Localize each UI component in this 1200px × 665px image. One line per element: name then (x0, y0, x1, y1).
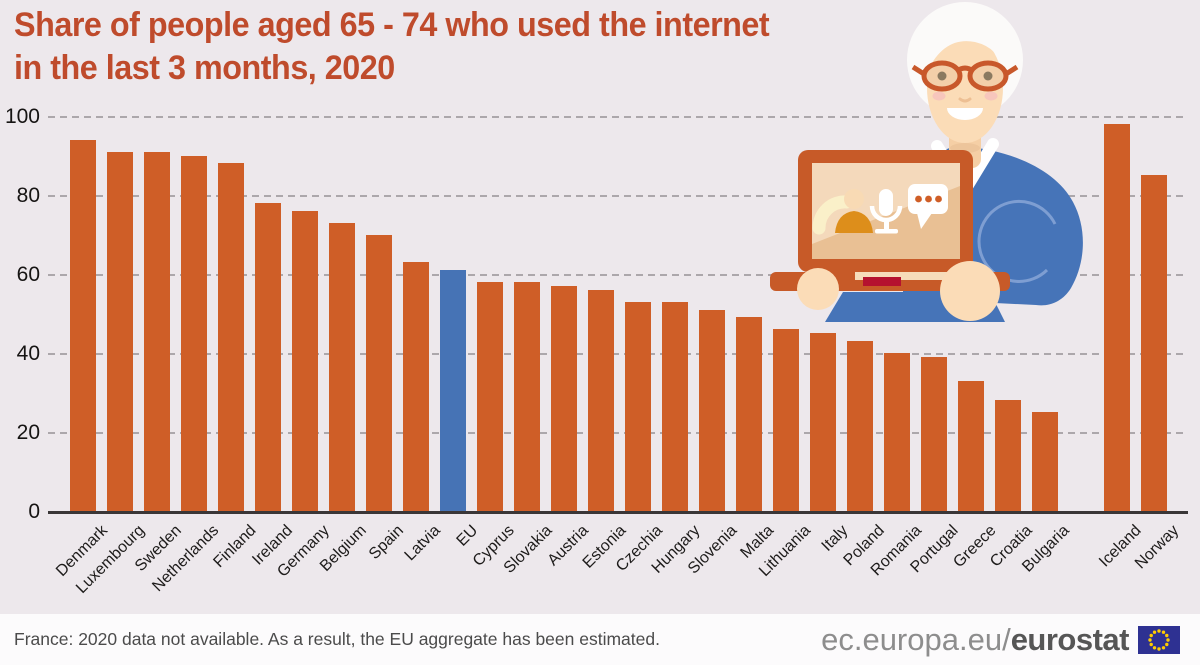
flag-star (1165, 642, 1169, 646)
bar-bulgaria (1032, 412, 1058, 511)
bar-norway (1141, 175, 1167, 511)
bar-austria (551, 285, 577, 511)
bar-sweden (144, 151, 170, 511)
bar-croatia (995, 400, 1021, 511)
sweater-fold-highlight (977, 199, 1057, 283)
nose-shape (958, 97, 972, 103)
flag-star (1149, 633, 1153, 637)
bar-germany (292, 210, 318, 511)
eu-flag-icon (1138, 625, 1180, 654)
y-axis-label-0: 0 (28, 500, 40, 523)
hair-bangs-shape (927, 20, 1004, 72)
bar-lithuania (773, 329, 799, 511)
senior-woman-laptop-illustration (770, 2, 1083, 322)
chart-title: Share of people aged 65 - 74 who used th… (14, 4, 770, 90)
cheek-left (932, 91, 946, 101)
gridline-40 (48, 353, 1188, 355)
bar-hungary (662, 301, 688, 511)
x-axis-line (48, 511, 1188, 514)
flag-star (1166, 637, 1170, 642)
bar-portugal (921, 356, 947, 511)
flag-star (1148, 637, 1152, 642)
bar-slovenia (699, 309, 725, 511)
bar-eu (440, 270, 466, 511)
gridline-100 (48, 116, 1188, 118)
chart-title-line1: Share of people aged 65 - 74 who used th… (14, 6, 770, 44)
flag-star (1161, 630, 1166, 634)
eurostat-url-bold: eurostat (1010, 621, 1130, 657)
bar-ireland (255, 202, 281, 511)
bar-finland (218, 163, 244, 511)
flag-star (1161, 645, 1166, 649)
face-shape (927, 33, 1003, 143)
bar-spain (366, 234, 392, 511)
flag-star (1165, 633, 1169, 637)
smile-shape (947, 108, 983, 120)
hand-left (797, 268, 839, 310)
bar-poland (847, 341, 873, 511)
y-axis-label-40: 40 (16, 342, 40, 365)
x-axis-label-spain: Spain (366, 522, 408, 563)
laptop-keyboard-strip (855, 272, 963, 280)
bar-denmark (70, 139, 96, 511)
eye-left (937, 71, 947, 81)
flag-star (1157, 646, 1161, 651)
footnote: France: 2020 data not available. As a re… (14, 629, 660, 649)
footer-bar: France: 2020 data not available. As a re… (0, 614, 1200, 665)
bar-czechia (625, 301, 651, 511)
gridline-20 (48, 432, 1188, 434)
chat-dot (915, 195, 922, 203)
bar-malta (736, 317, 762, 511)
flag-star (1157, 628, 1161, 633)
flag-star (1152, 630, 1157, 634)
y-axis-label-60: 60 (16, 263, 40, 286)
cheek-right (984, 91, 998, 101)
flag-star (1149, 642, 1153, 646)
bar-chart-plot: 0 20 40 60 80 100 Denmark Luxembourg Sweden Nethe… (5, 105, 1188, 597)
x-axis-label-latvia: Latvia (401, 522, 445, 565)
chat-bubble-icon (908, 184, 948, 229)
hand-right (940, 261, 1000, 321)
bar-estonia (588, 289, 614, 511)
x-axis-label-eu: EU (453, 522, 482, 550)
y-axis-label-80: 80 (16, 184, 40, 207)
bar-romania (884, 353, 910, 511)
eurostat-url: ec.europa.eu/eurostat (821, 622, 1129, 658)
bar-slovakia (514, 281, 540, 511)
laptop-power-slot (863, 277, 901, 286)
phone-call-icon (812, 195, 854, 235)
chat-dot (925, 195, 932, 203)
eurostat-url-regular: ec.europa.eu/ (821, 621, 1011, 657)
flag-star (1152, 645, 1157, 649)
bar-luxembourg (107, 151, 133, 511)
bar-belgium (329, 222, 355, 511)
person-icon (835, 189, 873, 233)
eurostat-logo: ec.europa.eu/eurostat (821, 614, 1180, 665)
y-axis-label-20: 20 (16, 421, 40, 444)
microphone-icon (869, 189, 903, 234)
chart-title-line2: in the last 3 months, 2020 (14, 49, 395, 87)
bar-italy (810, 333, 836, 511)
gridline-80 (48, 195, 1188, 197)
chat-dot (935, 195, 942, 203)
eye-right (983, 71, 993, 81)
bar-cyprus (477, 281, 503, 511)
y-axis-label-100: 100 (4, 105, 40, 128)
bar-netherlands (181, 155, 207, 511)
bar-iceland (1104, 123, 1130, 511)
bar-greece (958, 380, 984, 511)
gridline-60 (48, 274, 1188, 276)
bar-latvia (403, 262, 429, 511)
